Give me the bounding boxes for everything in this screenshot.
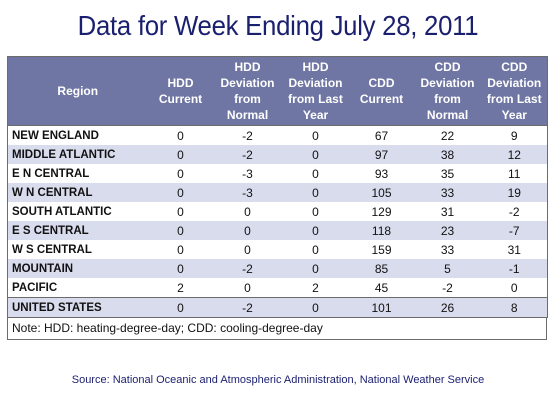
table-cell: 19 bbox=[481, 183, 548, 202]
table-cell: -3 bbox=[213, 183, 282, 202]
table-row: W S CENTRAL 0 0 0 159 33 31 bbox=[7, 240, 548, 259]
table-cell: 33 bbox=[413, 240, 482, 259]
table-cell: 0 bbox=[147, 125, 214, 145]
table-cell: -2 bbox=[481, 202, 548, 221]
table-cell: 0 bbox=[147, 297, 214, 318]
table-cell: 0 bbox=[281, 202, 350, 221]
column-header-hdd-current: HDD Current bbox=[147, 56, 214, 126]
region-cell: PACIFIC bbox=[7, 278, 148, 298]
table-cell: 31 bbox=[481, 240, 548, 259]
table-cell: 0 bbox=[281, 297, 350, 318]
table-cell: 11 bbox=[481, 164, 548, 183]
column-header-cdd-dev-normal: CDD Deviation from Normal bbox=[413, 56, 482, 126]
column-header-cdd-dev-last-year: CDD Deviation from Last Year bbox=[481, 56, 548, 126]
table-cell: 0 bbox=[281, 183, 350, 202]
table-cell: 85 bbox=[349, 259, 414, 278]
table-cell: -2 bbox=[413, 278, 482, 298]
column-header-hdd-dev-last-year: HDD Deviation from Last Year bbox=[281, 56, 350, 126]
weather-data-table: Region HDD Current HDD Deviation from No… bbox=[7, 56, 548, 318]
table-cell: 129 bbox=[349, 202, 414, 221]
table-row: MIDDLE ATLANTIC 0 -2 0 97 38 12 bbox=[7, 145, 548, 164]
table-cell: 0 bbox=[213, 221, 282, 240]
table-cell: -2 bbox=[213, 259, 282, 278]
table-cell: 2 bbox=[281, 278, 350, 298]
table-cell: 35 bbox=[413, 164, 482, 183]
table-header-row: Region HDD Current HDD Deviation from No… bbox=[7, 56, 548, 126]
column-header-hdd-dev-normal: HDD Deviation from Normal bbox=[213, 56, 282, 126]
table-cell: 0 bbox=[213, 202, 282, 221]
table-cell: 0 bbox=[281, 240, 350, 259]
table-cell: -2 bbox=[213, 125, 282, 145]
region-cell: E S CENTRAL bbox=[7, 221, 148, 240]
table-cell: 5 bbox=[413, 259, 482, 278]
table-cell: 0 bbox=[281, 164, 350, 183]
table-cell: 97 bbox=[349, 145, 414, 164]
table-cell: 67 bbox=[349, 125, 414, 145]
data-table-container: Region HDD Current HDD Deviation from No… bbox=[7, 56, 548, 340]
table-cell: -2 bbox=[213, 297, 282, 318]
table-cell: 38 bbox=[413, 145, 482, 164]
table-row: SOUTH ATLANTIC 0 0 0 129 31 -2 bbox=[7, 202, 548, 221]
table-cell: 0 bbox=[147, 240, 214, 259]
table-cell: 0 bbox=[147, 221, 214, 240]
region-cell: W N CENTRAL bbox=[7, 183, 148, 202]
table-cell: 101 bbox=[349, 297, 414, 318]
table-row: E S CENTRAL 0 0 0 118 23 -7 bbox=[7, 221, 548, 240]
table-cell: 0 bbox=[147, 145, 214, 164]
source-caption: Source: National Oceanic and Atmospheric… bbox=[71, 374, 485, 386]
table-cell: 93 bbox=[349, 164, 414, 183]
table-row: W N CENTRAL 0 -3 0 105 33 19 bbox=[7, 183, 548, 202]
table-cell: 0 bbox=[213, 278, 282, 298]
table-cell: 0 bbox=[147, 164, 214, 183]
region-cell: SOUTH ATLANTIC bbox=[7, 202, 148, 221]
table-cell: 22 bbox=[413, 125, 482, 145]
table-cell: -2 bbox=[213, 145, 282, 164]
column-header-cdd-current: CDD Current bbox=[349, 56, 414, 126]
column-header-region: Region bbox=[7, 56, 148, 126]
region-cell: MOUNTAIN bbox=[7, 259, 148, 278]
table-note: Note: HDD: heating-degree-day; CDD: cool… bbox=[7, 318, 547, 340]
table-row: PACIFIC 2 0 2 45 -2 0 bbox=[7, 278, 548, 298]
table-cell: 0 bbox=[281, 125, 350, 145]
table-cell: 12 bbox=[481, 145, 548, 164]
table-cell: 118 bbox=[349, 221, 414, 240]
table-cell: 8 bbox=[481, 297, 548, 318]
table-cell: 26 bbox=[413, 297, 482, 318]
table-row: E N CENTRAL 0 -3 0 93 35 11 bbox=[7, 164, 548, 183]
table-cell: 45 bbox=[349, 278, 414, 298]
table-cell: 0 bbox=[281, 145, 350, 164]
region-cell: MIDDLE ATLANTIC bbox=[7, 145, 148, 164]
region-cell: NEW ENGLAND bbox=[7, 125, 148, 145]
table-cell: 0 bbox=[213, 240, 282, 259]
region-cell: W S CENTRAL bbox=[7, 240, 148, 259]
table-cell: 2 bbox=[147, 278, 214, 298]
table-cell: 0 bbox=[281, 221, 350, 240]
table-cell: 0 bbox=[147, 183, 214, 202]
table-cell: 0 bbox=[481, 278, 548, 298]
table-cell: 23 bbox=[413, 221, 482, 240]
table-cell: 0 bbox=[147, 259, 214, 278]
table-cell: 0 bbox=[147, 202, 214, 221]
table-cell: 159 bbox=[349, 240, 414, 259]
table-row: NEW ENGLAND 0 -2 0 67 22 9 bbox=[7, 125, 548, 145]
table-cell: -1 bbox=[481, 259, 548, 278]
table-cell: -7 bbox=[481, 221, 548, 240]
table-cell: 105 bbox=[349, 183, 414, 202]
region-cell: UNITED STATES bbox=[7, 297, 148, 318]
table-cell: 33 bbox=[413, 183, 482, 202]
page-title: Data for Week Ending July 28, 2011 bbox=[77, 10, 479, 41]
table-cell: -3 bbox=[213, 164, 282, 183]
table-cell: 0 bbox=[281, 259, 350, 278]
table-cell: 31 bbox=[413, 202, 482, 221]
region-cell: E N CENTRAL bbox=[7, 164, 148, 183]
table-cell: 9 bbox=[481, 125, 548, 145]
table-row: MOUNTAIN 0 -2 0 85 5 -1 bbox=[7, 259, 548, 278]
table-row-total: UNITED STATES 0 -2 0 101 26 8 bbox=[7, 297, 548, 318]
